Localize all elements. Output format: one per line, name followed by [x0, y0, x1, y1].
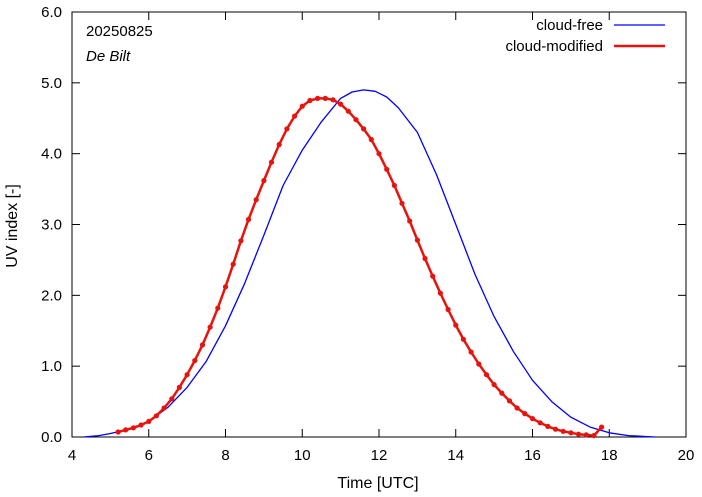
- data-point-cloud-modified: [184, 372, 190, 378]
- data-point-cloud-modified: [384, 166, 390, 172]
- data-point-cloud-modified: [583, 432, 589, 438]
- series-line-cloud-free: [83, 89, 656, 438]
- data-point-cloud-modified: [552, 426, 559, 432]
- data-point-cloud-modified: [161, 405, 167, 411]
- data-point-cloud-modified: [138, 422, 144, 428]
- data-point-cloud-modified: [545, 423, 551, 429]
- data-point-cloud-modified: [407, 218, 413, 224]
- data-point-cloud-modified: [169, 396, 175, 402]
- data-point-cloud-modified: [353, 117, 359, 123]
- x-tick-label: 4: [68, 447, 76, 464]
- data-point-cloud-modified: [361, 126, 367, 132]
- data-point-cloud-modified: [430, 273, 436, 279]
- data-point-cloud-modified: [115, 429, 121, 435]
- data-point-cloud-modified: [399, 200, 405, 206]
- y-tick-labels: 0.0 1.0 2.0 3.0 4.0 5.0 6.0: [41, 4, 62, 446]
- y-tick-label: 0.0: [41, 429, 62, 446]
- data-point-cloud-modified: [376, 151, 382, 157]
- data-point-cloud-modified: [537, 420, 543, 426]
- data-point-cloud-modified: [437, 290, 443, 296]
- x-tick-label: 6: [145, 447, 153, 464]
- y-tick-label: 2.0: [41, 287, 62, 304]
- data-point-cloud-modified: [146, 418, 152, 424]
- y-tick-label: 3.0: [41, 217, 62, 234]
- x-axis-label: Time [UTC]: [337, 475, 418, 492]
- data-point-cloud-modified: [284, 126, 290, 132]
- data-point-cloud-modified: [599, 424, 605, 430]
- date-annotation: 20250825: [86, 23, 153, 40]
- y-tick-label: 6.0: [41, 4, 62, 21]
- data-point-cloud-modified: [207, 324, 213, 330]
- data-point-cloud-modified: [123, 427, 129, 433]
- data-point-cloud-modified: [322, 95, 328, 101]
- data-point-cloud-modified: [414, 237, 420, 243]
- x-tick-label: 8: [221, 447, 229, 464]
- data-point-cloud-modified: [522, 411, 528, 417]
- data-point-cloud-modified: [230, 261, 236, 267]
- x-tick-label: 20: [678, 447, 695, 464]
- axis-ticks: [71, 11, 687, 438]
- data-point-cloud-modified: [591, 433, 597, 439]
- y-tick-label: 1.0: [41, 358, 62, 375]
- data-point-cloud-modified: [153, 413, 159, 419]
- data-point-cloud-modified: [192, 357, 198, 364]
- legend-label-cloud-free: cloud-free: [536, 17, 603, 34]
- data-point-cloud-modified: [422, 255, 428, 262]
- data-point-cloud-modified: [330, 97, 336, 103]
- data-point-cloud-modified: [253, 197, 259, 203]
- data-point-cloud-modified: [499, 390, 505, 396]
- data-point-cloud-modified: [453, 322, 459, 328]
- data-point-cloud-modified: [476, 361, 482, 367]
- data-point-cloud-modified: [391, 182, 397, 189]
- data-point-cloud-modified: [529, 416, 536, 422]
- y-tick-label: 5.0: [41, 75, 62, 92]
- plot-frame: [71, 11, 687, 438]
- data-point-cloud-modified: [268, 159, 275, 165]
- data-point-cloud-modified: [345, 108, 351, 114]
- x-tick-label: 10: [294, 447, 311, 464]
- legend-label-cloud-modified: cloud-modified: [505, 38, 603, 55]
- series-layer: [83, 89, 656, 439]
- data-point-cloud-modified: [238, 238, 244, 244]
- data-point-cloud-modified: [368, 136, 374, 143]
- data-point-cloud-modified: [315, 95, 321, 101]
- plot-border: [71, 11, 687, 438]
- location-annotation: De Bilt: [86, 48, 131, 65]
- data-point-cloud-modified: [130, 425, 136, 431]
- x-tick-label: 12: [371, 447, 388, 464]
- data-point-cloud-modified: [460, 336, 466, 342]
- data-point-cloud-modified: [445, 306, 451, 313]
- x-tick-labels: 4 6 8 10 12 14 16 18 20: [68, 447, 695, 464]
- data-point-cloud-modified: [568, 430, 574, 436]
- data-point-cloud-modified: [514, 405, 520, 411]
- x-tick-label: 18: [601, 447, 618, 464]
- y-axis-label: UV index [-]: [4, 184, 21, 268]
- data-point-cloud-modified: [176, 384, 182, 390]
- data-point-cloud-modified: [222, 284, 229, 290]
- data-point-cloud-modified: [307, 97, 313, 104]
- data-point-cloud-modified: [468, 349, 474, 355]
- data-point-cloud-modified: [292, 113, 298, 119]
- x-tick-label: 16: [524, 447, 541, 464]
- data-point-cloud-modified: [575, 431, 582, 437]
- y-tick-label: 4.0: [41, 146, 62, 163]
- data-point-cloud-modified: [276, 141, 282, 148]
- data-point-cloud-modified: [483, 372, 490, 378]
- data-point-cloud-modified: [215, 305, 221, 311]
- series-line-cloud-modified: [117, 97, 603, 437]
- legend: cloud-free cloud-modified: [505, 17, 665, 55]
- x-tick-label: 14: [447, 447, 464, 464]
- data-point-cloud-modified: [491, 382, 497, 388]
- data-point-cloud-modified: [506, 398, 513, 404]
- data-point-cloud-modified: [199, 342, 206, 348]
- data-point-cloud-modified: [338, 101, 344, 107]
- data-point-cloud-modified: [245, 216, 252, 223]
- data-point-cloud-modified: [299, 103, 305, 109]
- data-point-cloud-modified: [261, 178, 267, 184]
- data-point-cloud-modified: [560, 428, 566, 434]
